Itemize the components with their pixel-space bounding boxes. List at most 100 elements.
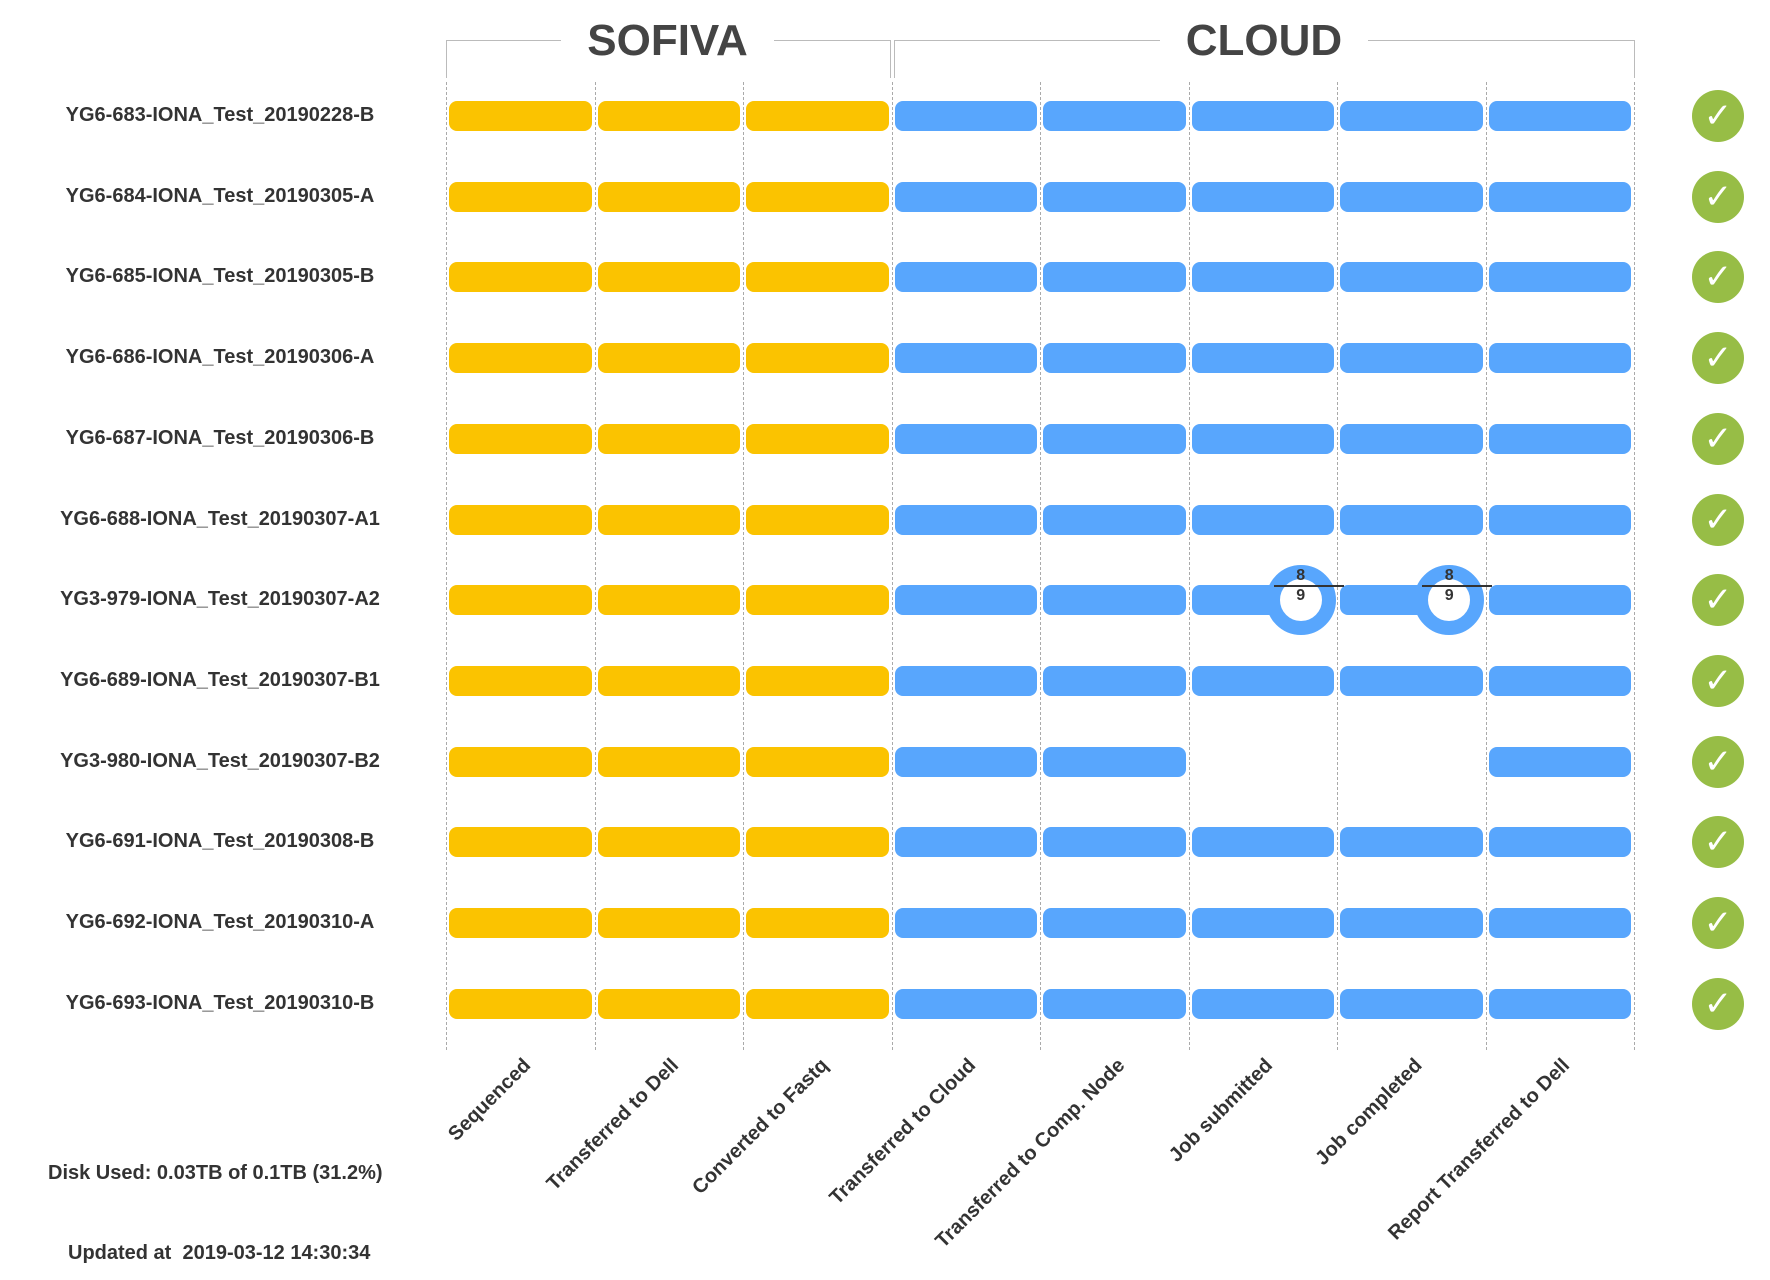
step-label: Transferred to Dell [542,1053,684,1195]
group-bracket-tick [889,40,891,78]
step-bar [1488,181,1631,212]
step-bar [449,665,592,696]
check-icon: ✓ [1692,654,1744,707]
step-label: Converted to Fastq [687,1053,833,1199]
sample-name: YG6-689-IONA_Test_20190307-B1 [60,668,380,691]
step-bar [449,746,592,777]
step-bar [1488,988,1631,1019]
check-icon: ✓ [1692,735,1744,788]
step-bar [1340,827,1483,858]
step-bar [1191,423,1334,454]
step-bar [449,101,592,131]
check-icon: ✓ [1692,332,1744,385]
step-bar [449,827,592,858]
step-bar [1340,908,1483,938]
check-icon: ✓ [1692,90,1744,142]
fraction-numerator: 8 [1444,567,1454,585]
column-guide-line [1188,82,1190,1050]
step-bar [597,665,740,696]
step-label: Job completed [1310,1053,1427,1170]
sample-name: YG6-692-IONA_Test_20190310-A [65,911,375,933]
step-bar [449,504,592,535]
step-bar [746,262,889,293]
step-bar [894,585,1037,616]
column-guide-line [891,82,893,1050]
step-bar [746,585,889,616]
step-bar [1488,423,1631,454]
step-bar [1488,101,1631,131]
step-bar [597,101,740,131]
step-bar [1488,746,1631,777]
step-bar [1340,262,1483,293]
step-bar [597,181,740,212]
step-label: Transferred to Cloud [825,1053,981,1209]
fraction-line [1422,585,1493,588]
step-bar [746,746,889,777]
step-bar [746,665,889,696]
check-icon: ✓ [1692,897,1744,949]
step-bar [449,585,592,616]
step-bar [1043,262,1186,293]
step-bar [1043,181,1186,212]
step-bar [1191,827,1334,858]
step-bar [894,423,1037,454]
step-bar [894,827,1037,858]
step-bar [1340,988,1483,1019]
step-bar [1043,423,1186,454]
sample-name: YG3-980-IONA_Test_20190307-B2 [60,749,380,772]
step-bar [1043,343,1186,374]
step-bar [894,101,1037,131]
step-label: Job submitted [1165,1053,1278,1167]
step-bar [894,262,1037,293]
step-bar [597,908,740,938]
step-bar [1340,181,1483,212]
step-bar [449,262,592,293]
step-bar [1043,665,1186,696]
step-bar [746,988,889,1019]
step-bar [1191,665,1334,696]
step-bar [449,423,592,454]
step-bar [894,343,1037,374]
step-bar [746,101,889,131]
step-bar [894,988,1037,1019]
check-icon: ✓ [1692,412,1744,465]
step-bar [746,827,889,858]
step-bar [894,908,1037,938]
check-icon: ✓ [1692,251,1744,304]
step-bar [1488,504,1631,535]
step-bar [1340,423,1483,454]
step-bar [894,665,1037,696]
column-guide-line [1337,82,1338,1050]
step-bar [597,746,740,777]
step-bar [597,827,740,858]
column-guide-line [1634,82,1635,1050]
step-bar [1043,746,1186,777]
step-bar [597,585,740,616]
step-bar [746,181,889,212]
check-icon: ✓ [1692,977,1744,1030]
sample-name: YG6-686-IONA_Test_20190306-A [65,346,375,369]
sample-name: YG6-684-IONA_Test_20190305-A [65,184,375,207]
step-bar [1488,908,1631,938]
sample-name: YG6-685-IONA_Test_20190305-B [65,265,375,288]
step-bar [1191,988,1334,1019]
step-bar [1488,827,1631,858]
group-bracket-tick [1634,40,1635,78]
step-bar [597,343,740,374]
check-icon: ✓ [1692,170,1744,223]
step-bar [1340,101,1483,131]
column-guide-line [743,82,744,1050]
step-bar [597,988,740,1019]
step-bar [1488,343,1631,374]
step-bar [1340,343,1483,374]
check-icon: ✓ [1692,816,1744,869]
step-bar [1191,908,1334,938]
sample-name: YG6-691-IONA_Test_20190308-B [65,830,375,853]
step-bar [1488,262,1631,293]
step-bar [1043,827,1186,858]
step-bar [1191,504,1334,535]
step-bar [1488,585,1631,616]
step-bar [597,504,740,535]
check-icon: ✓ [1692,493,1744,546]
